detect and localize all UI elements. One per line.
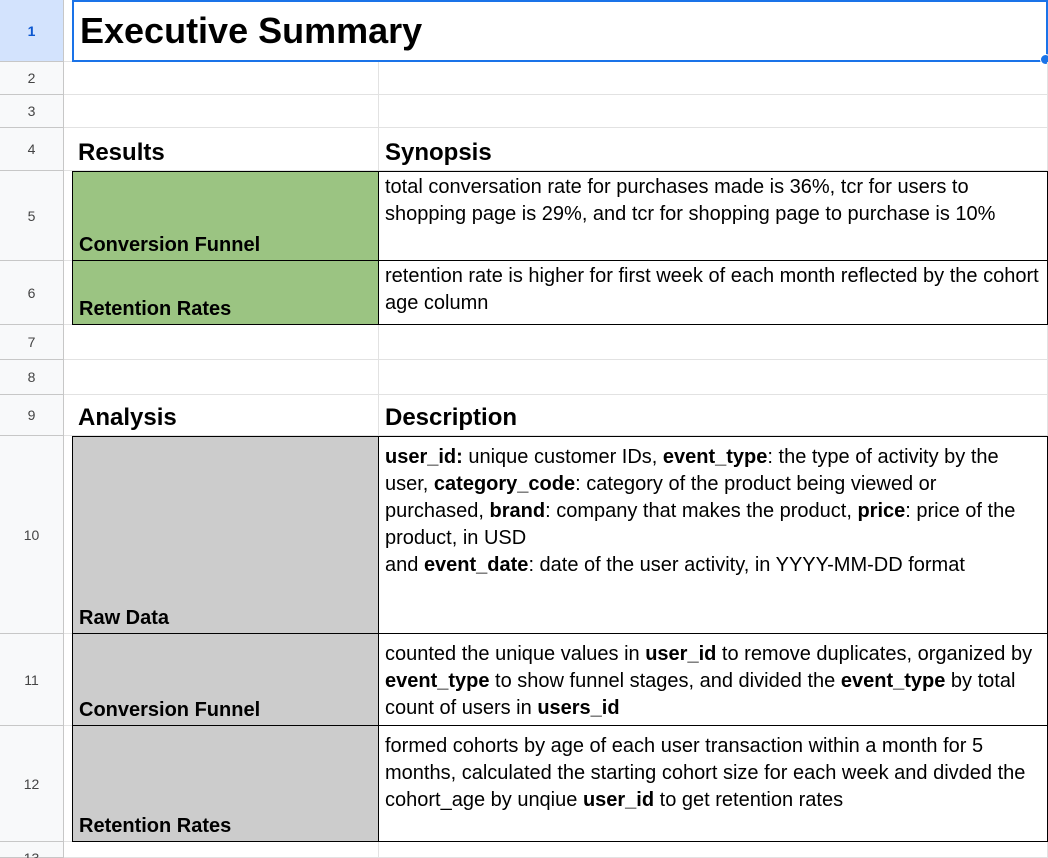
analysis-funnel-description[interactable]: counted the unique values in user_id to …: [379, 634, 1048, 726]
row-header-6[interactable]: 6: [0, 261, 64, 325]
cell-a13[interactable]: [72, 842, 379, 858]
row-5: 5 Conversion Funnel total conversation r…: [0, 171, 1048, 261]
row-8: 8: [0, 360, 1048, 395]
row-header-12[interactable]: 12: [0, 726, 64, 842]
row-9: 9 Analysis Description: [0, 395, 1048, 436]
cell-a7[interactable]: [72, 325, 379, 360]
row-12: 12 Retention Rates formed cohorts by age…: [0, 726, 1048, 842]
cell-a3[interactable]: [72, 95, 379, 128]
keyword: category_code: [433, 473, 576, 495]
keyword: event_type: [385, 670, 490, 692]
raw-data-label[interactable]: Raw Data: [72, 436, 379, 634]
row-header-10[interactable]: 10: [0, 436, 64, 634]
cell-b2[interactable]: [379, 62, 1048, 95]
row-header-9[interactable]: 9: [0, 395, 64, 436]
description-header[interactable]: Description: [379, 395, 1048, 436]
keyword: brand: [489, 500, 546, 522]
keyword: user_id:: [385, 446, 463, 468]
keyword: price: [857, 500, 906, 522]
row-2: 2: [0, 62, 1048, 95]
row-header-5[interactable]: 5: [0, 171, 64, 261]
raw-data-description[interactable]: user_id: unique customer IDs, event_type…: [379, 436, 1048, 634]
cell-b8[interactable]: [379, 360, 1048, 395]
row-header-2[interactable]: 2: [0, 62, 64, 95]
analysis-funnel-label[interactable]: Conversion Funnel: [72, 634, 379, 726]
title-cell[interactable]: Executive Summary: [72, 0, 1048, 65]
analysis-header[interactable]: Analysis: [72, 395, 379, 436]
row-header-3[interactable]: 3: [0, 95, 64, 128]
row-6: 6 Retention Rates retention rate is high…: [0, 261, 1048, 325]
results-conversion-label[interactable]: Conversion Funnel: [72, 171, 379, 261]
keyword: event_date: [423, 554, 529, 576]
results-retention-text[interactable]: retention rate is higher for first week …: [379, 261, 1048, 325]
cell-a8[interactable]: [72, 360, 379, 395]
row-4: 4 Results Synopsis: [0, 128, 1048, 171]
results-conversion-text[interactable]: total conversation rate for purchases ma…: [379, 171, 1048, 261]
analysis-retention-label[interactable]: Retention Rates: [72, 726, 379, 842]
row-3: 3: [0, 95, 1048, 128]
keyword: event_type: [840, 670, 946, 692]
keyword: user_id: [582, 789, 655, 811]
page-title: Executive Summary: [80, 10, 423, 51]
analysis-retention-description[interactable]: formed cohorts by age of each user trans…: [379, 726, 1048, 842]
synopsis-header[interactable]: Synopsis: [379, 128, 1048, 171]
results-retention-label[interactable]: Retention Rates: [72, 261, 379, 325]
row-11: 11 Conversion Funnel counted the unique …: [0, 634, 1048, 726]
cell-b13[interactable]: [379, 842, 1048, 858]
row-10: 10 Raw Data user_id: unique customer IDs…: [0, 436, 1048, 634]
row-header-13[interactable]: 13: [0, 842, 64, 858]
row-7: 7: [0, 325, 1048, 360]
row-header-4[interactable]: 4: [0, 128, 64, 171]
cell-b7[interactable]: [379, 325, 1048, 360]
row-header-1[interactable]: 1: [0, 0, 64, 62]
fill-handle[interactable]: [1040, 54, 1048, 65]
cell-a2[interactable]: [72, 62, 379, 95]
keyword: user_id: [645, 643, 717, 665]
results-header[interactable]: Results: [72, 128, 379, 171]
keyword: event_type: [662, 446, 768, 468]
row-header-11[interactable]: 11: [0, 634, 64, 726]
row-header-8[interactable]: 8: [0, 360, 64, 395]
cell-b3[interactable]: [379, 95, 1048, 128]
row-1: 1 Executive Summary: [0, 0, 1048, 65]
row-13: 13: [0, 842, 1048, 858]
row-header-7[interactable]: 7: [0, 325, 64, 360]
keyword: users_id: [537, 697, 620, 719]
